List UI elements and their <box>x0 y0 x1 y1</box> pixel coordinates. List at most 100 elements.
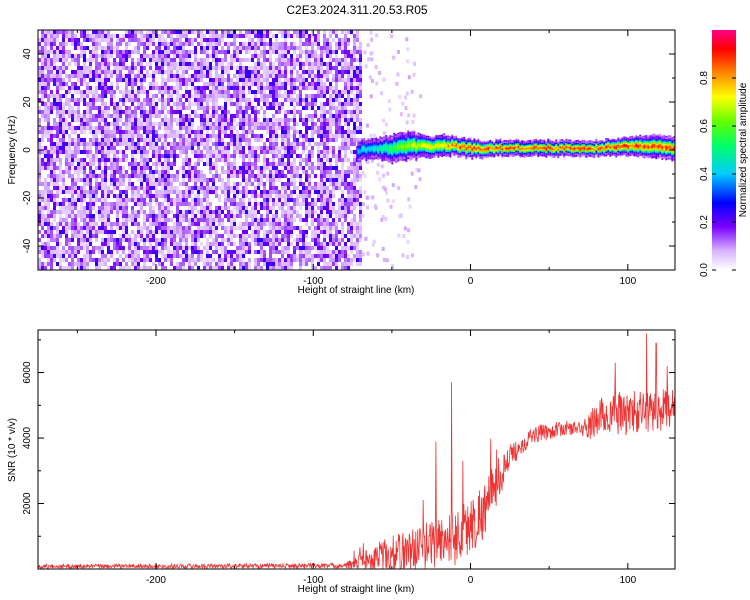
heatmap-noise-cell <box>332 30 335 34</box>
heatmap-noise-cell <box>104 178 107 182</box>
heatmap-noise-cell <box>308 74 311 78</box>
heatmap-noise-cell <box>149 250 152 254</box>
heatmap-noise-cell <box>131 86 134 90</box>
heatmap-noise-cell <box>131 110 134 114</box>
heatmap-noise-cell <box>155 202 158 206</box>
heatmap-noise-cell <box>38 214 41 218</box>
heatmap-noise-cell <box>206 150 209 154</box>
heatmap-noise-cell <box>131 90 134 94</box>
heatmap-noise-cell <box>278 174 281 178</box>
heatmap-noise-cell <box>188 106 191 110</box>
heatmap-noise-cell <box>227 238 230 242</box>
heatmap-noise-cell <box>167 218 170 222</box>
heatmap-noise-cell <box>122 50 125 54</box>
heatmap-noise-cell <box>107 266 110 270</box>
heatmap-noise-cell <box>236 90 239 94</box>
heatmap-noise-cell <box>254 106 257 110</box>
heatmap-noise-cell <box>236 186 239 190</box>
heatmap-noise-cell <box>254 198 257 202</box>
heatmap-noise-cell <box>173 242 176 246</box>
heatmap-noise-cell <box>221 106 224 110</box>
heatmap-noise-cell <box>230 138 233 142</box>
heatmap-noise-cell <box>170 106 173 110</box>
heatmap-noise-cell <box>86 190 89 194</box>
heatmap-noise-cell <box>137 198 140 202</box>
heatmap-noise-cell <box>263 166 266 170</box>
heatmap-noise-cell <box>170 154 173 158</box>
heatmap-noise-cell <box>146 234 149 238</box>
heatmap-noise-cell <box>323 86 326 90</box>
heatmap-noise-cell <box>62 250 65 254</box>
heatmap-noise-cell <box>50 74 53 78</box>
heatmap-noise-cell <box>53 206 56 210</box>
heatmap-noise-cell <box>194 90 197 94</box>
heatmap-noise-cell <box>83 102 86 106</box>
heatmap-noise-cell <box>206 226 209 230</box>
heatmap-noise-cell <box>158 122 161 126</box>
heatmap-noise-cell <box>335 122 338 126</box>
heatmap-noise-cell <box>344 206 347 210</box>
heatmap-noise-cell <box>320 54 323 58</box>
heatmap-noise-cell <box>323 170 326 174</box>
heatmap-noise-cell <box>170 90 173 94</box>
heatmap-noise-cell <box>230 250 233 254</box>
heatmap-noise-cell <box>233 226 236 230</box>
heatmap-noise-cell <box>128 134 131 138</box>
heatmap-noise-cell <box>278 102 281 106</box>
heatmap-noise-cell <box>338 114 341 118</box>
heatmap-noise-cell <box>194 66 197 70</box>
heatmap-noise-cell <box>227 62 230 66</box>
heatmap-noise-cell <box>209 30 212 34</box>
heatmap-noise-cell <box>233 166 236 170</box>
heatmap-noise-cell <box>89 238 92 242</box>
heatmap-noise-cell <box>176 62 179 66</box>
heatmap-noise-cell <box>53 194 56 198</box>
heatmap-noise-cell <box>200 98 203 102</box>
heatmap-noise-cell <box>224 142 227 146</box>
heatmap-noise-cell <box>110 158 113 162</box>
heatmap-noise-cell <box>215 74 218 78</box>
heatmap-noise-cell <box>83 82 86 86</box>
heatmap-noise-cell <box>242 106 245 110</box>
heatmap-noise-cell <box>338 154 341 158</box>
heatmap-noise-cell <box>68 126 71 130</box>
heatmap-noise-cell <box>305 246 308 250</box>
heatmap-noise-cell <box>314 254 317 258</box>
heatmap-noise-cell <box>125 50 128 54</box>
heatmap-noise-cell <box>77 178 80 182</box>
heatmap-noise-cell <box>188 122 191 126</box>
heatmap-noise-cell <box>290 54 293 58</box>
heatmap-noise-cell <box>116 258 119 262</box>
heatmap-noise-cell <box>122 138 125 142</box>
heatmap-noise-cell <box>347 82 350 86</box>
heatmap-noise-cell <box>68 166 71 170</box>
heatmap-noise-cell <box>203 138 206 142</box>
heatmap-noise-cell <box>197 34 200 38</box>
heatmap-noise-cell <box>203 118 206 122</box>
heatmap-noise-cell <box>263 222 266 226</box>
heatmap-noise-cell <box>263 254 266 258</box>
heatmap-noise-cell <box>206 106 209 110</box>
heatmap-noise-cell <box>299 30 302 34</box>
heatmap-noise-cell <box>263 142 266 146</box>
heatmap-noise-cell <box>314 122 317 126</box>
heatmap-noise-cell <box>200 234 203 238</box>
heatmap-noise-cell <box>224 94 227 98</box>
heatmap-noise-cell <box>275 146 278 150</box>
heatmap-noise-cell <box>110 162 113 166</box>
heatmap-noise-cell <box>356 254 359 258</box>
heatmap-noise-cell <box>302 134 305 138</box>
heatmap-noise-cell <box>287 226 290 230</box>
heatmap-noise-cell <box>74 74 77 78</box>
heatmap-noise-cell <box>287 262 290 266</box>
heatmap-noise-cell <box>323 238 326 242</box>
heatmap-noise-cell <box>335 166 338 170</box>
heatmap-noise-cell <box>353 54 356 58</box>
heatmap-noise-cell <box>146 194 149 198</box>
heatmap-noise-cell <box>332 74 335 78</box>
heatmap-noise-cell <box>248 170 251 174</box>
heatmap-noise-cell <box>155 186 158 190</box>
heatmap-noise-cell <box>158 170 161 174</box>
heatmap-noise-cell <box>293 110 296 114</box>
heatmap-noise-cell <box>236 250 239 254</box>
